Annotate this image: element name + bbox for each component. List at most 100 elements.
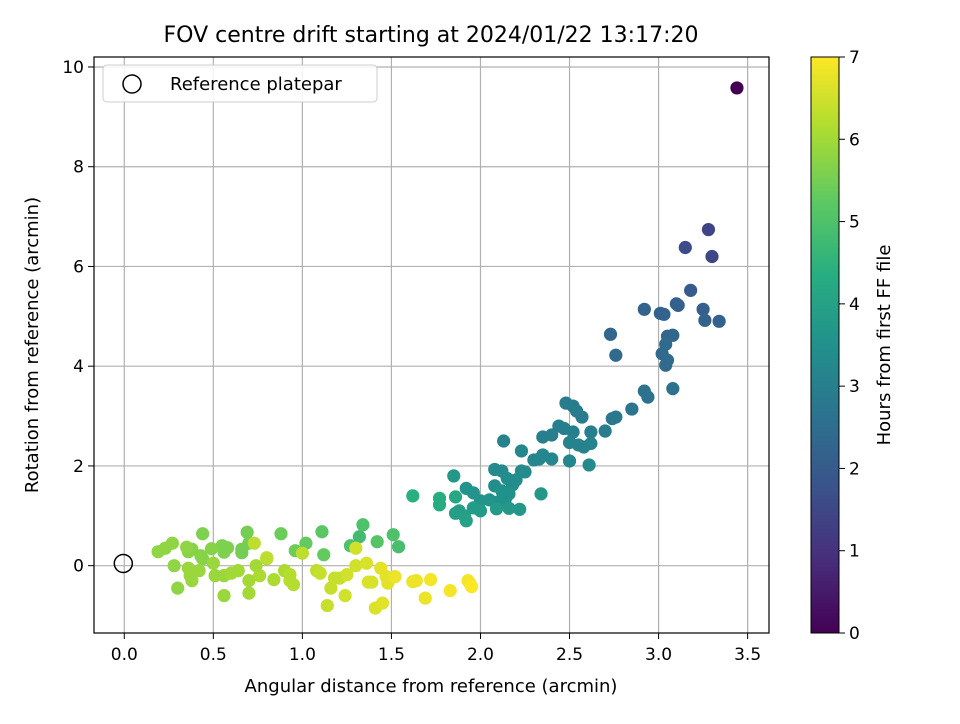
data-point — [217, 545, 231, 559]
data-point — [192, 564, 206, 578]
data-point — [260, 551, 274, 565]
data-point — [659, 358, 673, 372]
data-point — [584, 436, 598, 451]
data-point — [185, 574, 199, 588]
data-point — [359, 556, 374, 570]
data-point — [299, 536, 313, 550]
data-point — [340, 568, 354, 582]
data-point — [313, 566, 327, 580]
x-axis-ticks: 0.0 0.5 1.0 1.5 2.0 2.5 3.0 3.5 — [111, 633, 761, 665]
data-point — [671, 298, 685, 312]
x-tick-label: 0.0 — [111, 645, 138, 665]
colorbar-tick-label: 0 — [849, 624, 860, 644]
data-point — [424, 573, 438, 587]
data-point — [365, 575, 379, 589]
y-tick-label: 0 — [73, 557, 84, 577]
data-point — [678, 240, 692, 255]
data-point — [315, 525, 329, 539]
colorbar-tick-label: 7 — [849, 48, 860, 68]
data-point — [196, 527, 210, 541]
data-point — [356, 518, 370, 532]
data-point — [696, 302, 710, 316]
data-point — [657, 307, 671, 321]
data-point — [352, 530, 366, 544]
data-point — [545, 428, 559, 442]
data-point — [566, 425, 580, 439]
data-point — [502, 501, 516, 515]
y-axis-ticks: 0 2 4 6 8 10 — [62, 58, 94, 577]
data-point — [625, 402, 639, 416]
data-point — [705, 249, 719, 264]
x-tick-label: 2.0 — [467, 645, 494, 665]
data-point — [459, 481, 473, 495]
data-point — [489, 502, 504, 516]
legend-label-reference: Reference platepar — [170, 74, 342, 95]
data-point — [447, 469, 461, 483]
reference-point-marker — [113, 553, 134, 574]
data-point — [253, 569, 267, 583]
data-point — [349, 541, 363, 555]
data-point — [231, 564, 245, 578]
data-point — [575, 410, 589, 424]
grid-lines — [94, 57, 769, 633]
data-point — [497, 434, 511, 448]
colorbar-label: Hours from first FF file — [874, 245, 895, 446]
data-point — [448, 490, 463, 504]
data-point — [217, 588, 231, 603]
y-tick-label: 6 — [73, 257, 84, 277]
data-point — [459, 514, 473, 528]
data-point — [712, 314, 726, 328]
data-point — [584, 425, 598, 439]
data-point — [598, 424, 612, 438]
data-point — [151, 545, 165, 559]
x-tick-label: 0.5 — [200, 645, 227, 665]
y-axis-label: Rotation from reference (arcmin) — [22, 197, 43, 493]
data-point — [609, 410, 623, 424]
colorbar-tick-label: 2 — [849, 459, 860, 479]
data-point — [267, 573, 281, 587]
plot-frame — [93, 56, 770, 634]
colorbar-ticks: 0 1 2 3 4 5 6 7 — [839, 48, 860, 644]
data-point — [180, 540, 194, 554]
data-point — [375, 596, 390, 610]
data-point — [464, 580, 479, 594]
data-point — [320, 598, 334, 613]
data-point — [295, 546, 309, 560]
colorbar-tick-label: 4 — [849, 295, 860, 315]
data-point — [274, 527, 288, 541]
data-point — [701, 222, 716, 237]
data-point — [324, 581, 338, 595]
y-tick-label: 8 — [73, 158, 84, 178]
data-points — [151, 81, 744, 615]
data-point — [641, 390, 655, 404]
y-tick-label: 10 — [62, 58, 84, 78]
data-point — [562, 454, 577, 468]
data-point — [603, 327, 618, 341]
data-point — [349, 559, 363, 573]
colorbar-tick-label: 1 — [849, 542, 860, 562]
data-point — [370, 535, 384, 549]
data-point — [181, 561, 195, 575]
data-point — [582, 458, 596, 472]
data-point — [167, 559, 181, 573]
data-point — [418, 591, 432, 605]
data-point — [204, 542, 219, 556]
x-tick-label: 2.5 — [556, 645, 583, 665]
x-tick-label: 1.5 — [378, 645, 405, 665]
data-point — [338, 588, 352, 603]
data-point — [388, 570, 402, 584]
data-point — [286, 578, 301, 592]
data-point — [443, 584, 457, 598]
y-tick-label: 2 — [73, 457, 84, 477]
data-point — [513, 502, 527, 516]
data-point — [317, 548, 331, 562]
data-point — [171, 581, 185, 595]
data-point — [249, 559, 263, 573]
colorbar-tick-label: 3 — [849, 377, 860, 397]
data-point — [432, 498, 447, 512]
colorbar-tick-label: 5 — [849, 213, 860, 233]
data-point — [698, 313, 712, 327]
x-axis-label: Angular distance from reference (arcmin) — [245, 676, 618, 697]
legend: Reference platepar — [102, 64, 378, 103]
